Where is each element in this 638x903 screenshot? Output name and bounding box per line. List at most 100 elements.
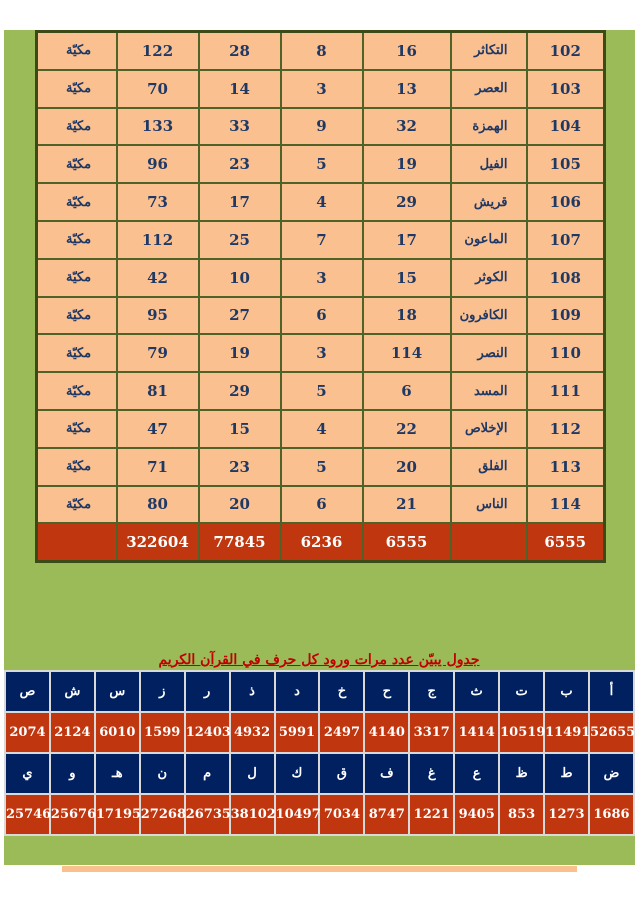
letter-count-cell: 12403 (183, 711, 231, 754)
cell-num: 110 (525, 333, 606, 374)
table-row: مكيّة 80 20 6 21 الناس 114 (35, 484, 606, 525)
letters-table: ص ش س ز ر ذ د خ ح ج ث ت ب أ 2074 2124 6010 1599 12403 4932 5… (4, 670, 635, 836)
cell-c1: 114 (361, 333, 452, 374)
cell-c3: 33 (197, 106, 282, 147)
letter-cell: خ (318, 670, 366, 713)
letter-count-cell: 38102 (228, 793, 276, 836)
cell-name: المسد (449, 371, 528, 411)
cell-c3: 28 (197, 30, 282, 71)
cell-c2: 6 (279, 484, 364, 525)
letter-count-cell: 2124 (48, 711, 96, 754)
cell-c1: 32 (361, 106, 452, 147)
letter-cell: د (273, 670, 321, 713)
letter-cell: ش (48, 670, 96, 713)
cell-c3: 10 (197, 257, 282, 298)
cell-c2: 5 (279, 371, 364, 411)
letter-cell: ث (453, 670, 501, 713)
cell-num: 111 (525, 371, 606, 411)
counts-row: 25746 25676 17195 27268 26735 38102 10497 7034 8… (4, 793, 636, 836)
cell-c4: 133 (115, 106, 200, 147)
cell-c1: 21 (361, 484, 452, 525)
cell-c2: 7 (279, 219, 364, 260)
total-c2: 6236 (279, 522, 364, 563)
cell-c4: 80 (115, 484, 200, 525)
cell-name: الفلق (449, 446, 528, 487)
cell-c3: 29 (197, 371, 282, 411)
cell-c4: 47 (115, 408, 200, 449)
cell-name: العصر (449, 68, 528, 109)
cell-type: مكيّة (35, 333, 118, 374)
cell-c3: 17 (197, 182, 282, 222)
table-row: مكيّة 133 33 9 32 الهمزة 104 (35, 106, 606, 147)
total-type (35, 522, 118, 563)
table-row: مكيّة 71 23 5 20 الفلق 113 (35, 446, 606, 487)
letter-count-cell: 2074 (4, 711, 51, 754)
letter-cell: ض (587, 752, 636, 795)
total-c4: 322604 (115, 522, 200, 563)
letter-cell: ط (543, 752, 590, 795)
bottom-bar (62, 866, 577, 872)
total-num: 6555 (525, 522, 606, 563)
letters-row: ي و هـ ن م ل ك ق ف غ ع ظ ط ض (4, 752, 636, 795)
cell-c3: 23 (197, 144, 282, 185)
letter-cell: ف (363, 752, 411, 795)
table-row: مكيّة 70 14 3 13 العصر 103 (35, 68, 606, 109)
total-name (449, 522, 528, 563)
letter-cell: أ (587, 670, 636, 713)
letter-count-cell: 26735 (183, 793, 231, 836)
cell-num: 103 (525, 68, 606, 109)
cell-c2: 6 (279, 295, 364, 336)
cell-num: 112 (525, 408, 606, 449)
cell-name: الفيل (449, 144, 528, 185)
cell-type: مكيّة (35, 295, 118, 336)
letter-count-cell: 8747 (363, 793, 411, 836)
cell-c2: 8 (279, 30, 364, 71)
cell-c1: 20 (361, 446, 452, 487)
table-row: مكيّة 81 29 5 6 المسد 111 (35, 371, 606, 411)
letter-count-cell: 9405 (453, 793, 501, 836)
letter-cell: هـ (93, 752, 141, 795)
cell-c1: 15 (361, 257, 452, 298)
letter-count-cell: 2497 (318, 711, 366, 754)
letter-cell: م (183, 752, 231, 795)
cell-name: قريش (449, 182, 528, 222)
letters-table-caption: جدول يبيّن عدد مرات ورود كل حرف في القرآ… (158, 652, 480, 668)
table-row: مكيّة 95 27 6 18 الكافرون 109 (35, 295, 606, 336)
letter-cell: ق (318, 752, 366, 795)
cell-c3: 14 (197, 68, 282, 109)
cell-c1: 16 (361, 30, 452, 71)
cell-c2: 5 (279, 144, 364, 185)
letter-cell: ت (498, 670, 546, 713)
letter-cell: ح (363, 670, 411, 713)
cell-type: مكيّة (35, 257, 118, 298)
letter-count-cell: 17195 (93, 793, 141, 836)
letter-count-cell: 25676 (48, 793, 96, 836)
cell-name: الكافرون (449, 295, 528, 336)
letter-cell: غ (408, 752, 456, 795)
letter-cell: ل (228, 752, 276, 795)
cell-type: مكيّة (35, 484, 118, 525)
cell-type: مكيّة (35, 30, 118, 71)
counts-row: 2074 2124 6010 1599 12403 4932 5991 2497 4140 331… (4, 711, 635, 754)
letter-cell: ص (4, 670, 51, 713)
cell-c4: 112 (115, 219, 200, 260)
total-c3: 77845 (197, 522, 282, 563)
cell-num: 109 (525, 295, 606, 336)
cell-num: 107 (525, 219, 606, 260)
cell-c4: 95 (115, 295, 200, 336)
table-row: مكيّة 79 19 3 114 النصر 110 (35, 333, 606, 374)
cell-type: مكيّة (35, 408, 118, 449)
letter-cell: س (93, 670, 141, 713)
letter-count-cell: 5991 (273, 711, 321, 754)
cell-c4: 122 (115, 30, 200, 71)
cell-c4: 81 (115, 371, 200, 411)
cell-type: مكيّة (35, 106, 118, 147)
cell-num: 113 (525, 446, 606, 487)
cell-c4: 96 (115, 144, 200, 185)
letter-cell: ر (183, 670, 231, 713)
letter-cell: ع (453, 752, 501, 795)
letter-cell: ج (408, 670, 456, 713)
cell-type: مكيّة (35, 371, 118, 411)
cell-c1: 13 (361, 68, 452, 109)
